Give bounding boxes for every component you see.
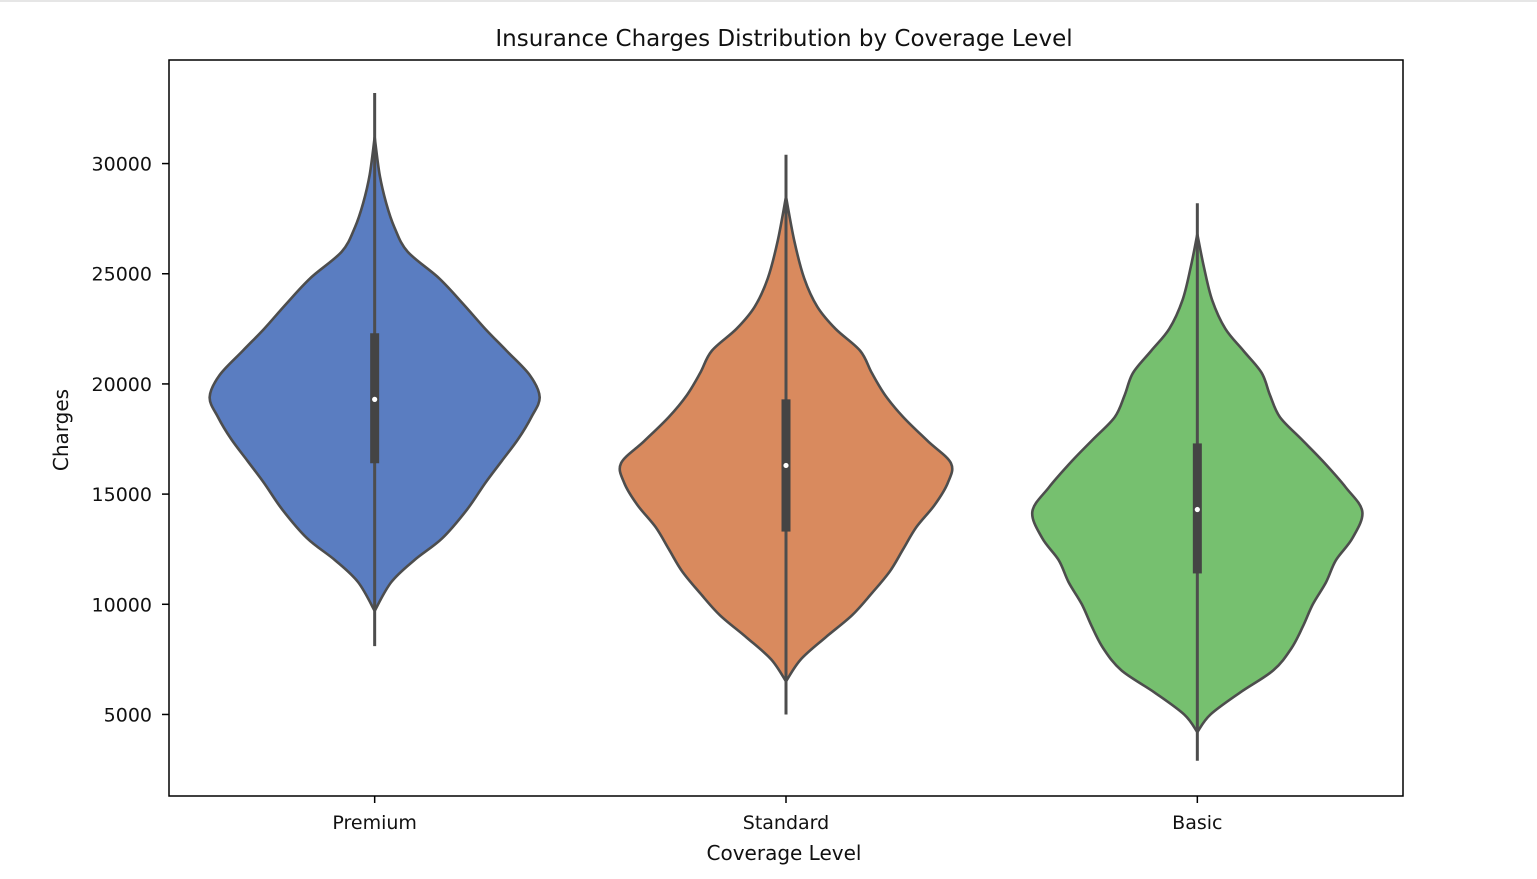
x-axis: Premium Standard Basic (332, 796, 1222, 834)
median-dot-premium (372, 396, 378, 402)
y-tick-label: 25000 (92, 264, 152, 286)
median-dot-basic (1194, 506, 1200, 513)
y-tick-label: 5000 (104, 704, 152, 726)
y-tick-label: 15000 (92, 484, 152, 506)
median-dot-standard (783, 462, 789, 469)
violin-premium (208, 93, 541, 647)
y-tick-label: 20000 (92, 374, 152, 396)
x-tick-label-basic: Basic (1172, 812, 1222, 834)
y-tick-label: 10000 (92, 594, 152, 616)
y-axis: 5000 10000 15000 20000 25000 30000 (92, 154, 169, 726)
chart-title: Insurance Charges Distribution by Covera… (495, 26, 1072, 52)
violin-standard (618, 154, 954, 715)
x-tick-label-premium: Premium (332, 812, 417, 834)
violin-basic (1030, 203, 1364, 761)
y-axis-label: Charges (49, 389, 73, 471)
violins-group (208, 93, 1364, 761)
x-tick-label-standard: Standard (743, 812, 829, 834)
top-divider (0, 0, 1537, 2)
y-tick-label: 30000 (92, 154, 152, 176)
x-axis-label: Coverage Level (707, 841, 862, 865)
